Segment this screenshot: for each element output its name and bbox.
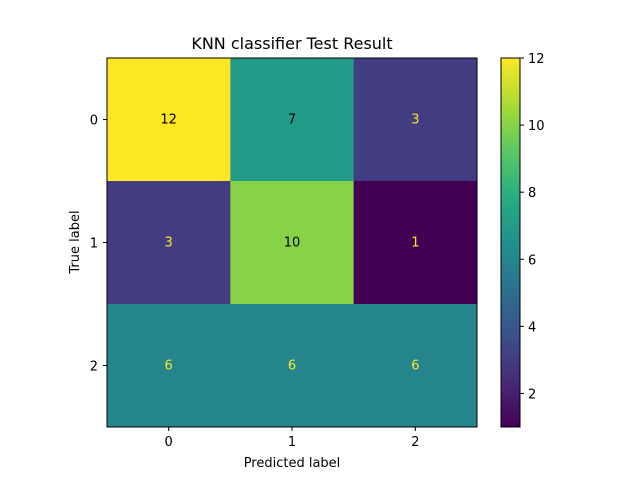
colorbar-tick-label: 6	[528, 253, 536, 268]
cell-value-label: 7	[288, 113, 296, 128]
y-tick-label: 2	[90, 360, 98, 375]
cell-value-label: 6	[165, 359, 173, 374]
x-tick-label: 1	[288, 435, 296, 450]
heatmap-cell	[107, 304, 231, 428]
heatmap-cell	[230, 181, 355, 305]
cell-value-label: 6	[288, 359, 296, 374]
heatmap-cell	[107, 181, 231, 305]
chart-title: KNN classifier Test Result	[191, 34, 392, 53]
x-tick-label: 2	[411, 435, 419, 450]
heatmap-cell	[230, 304, 355, 428]
cell-value-label: 12	[160, 113, 177, 128]
colorbar-tick-label: 12	[528, 52, 545, 67]
x-tick-label: 0	[165, 435, 173, 450]
colorbar-tick-label: 4	[528, 320, 536, 335]
heatmap-cell	[353, 304, 478, 428]
colorbar	[500, 57, 521, 428]
heatmap-cell	[107, 58, 231, 182]
cell-value-label: 3	[411, 113, 419, 128]
cell-value-label: 6	[411, 359, 419, 374]
heatmap-cell	[230, 58, 355, 182]
x-axis-label: Predicted label	[244, 456, 341, 471]
cell-value-label: 10	[284, 236, 301, 251]
heatmap-cell	[353, 58, 478, 182]
y-tick-label: 1	[90, 237, 98, 252]
colorbar-tick-label: 8	[528, 186, 536, 201]
heatmap-cell	[353, 181, 478, 305]
cell-value-label: 3	[165, 236, 173, 251]
y-tick-label: 0	[90, 114, 98, 129]
colorbar-tick-label: 2	[528, 387, 536, 402]
y-axis-label: True label	[68, 210, 83, 274]
cell-value-label: 1	[411, 236, 419, 251]
colorbar-tick-label: 10	[528, 119, 545, 134]
